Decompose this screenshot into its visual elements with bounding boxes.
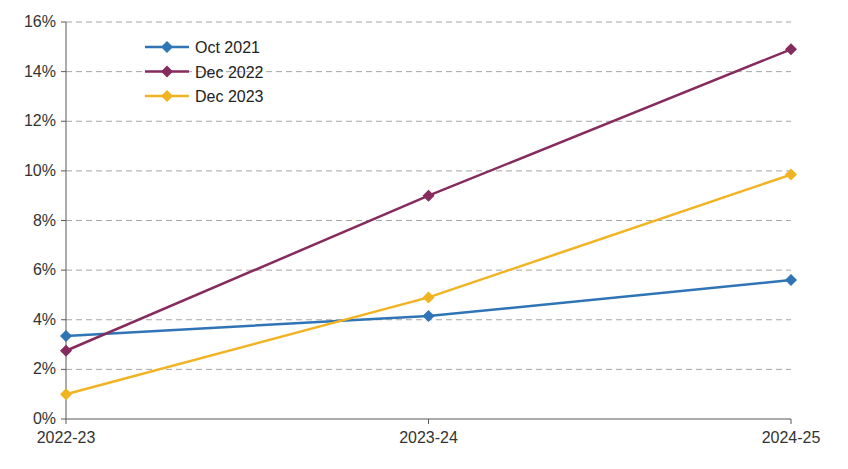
legend: Oct 2021 Dec 2022 Dec 2023 [145,39,264,105]
data-point [785,274,797,286]
x-tick-label: 2023-24 [399,429,458,446]
y-tick [61,22,66,23]
legend-marker [161,66,173,78]
y-tick-label: 12% [24,112,56,129]
x-tick [791,419,792,424]
data-point [423,310,435,322]
grid-line [66,71,791,72]
y-tick [61,319,66,320]
y-tick [61,170,66,171]
y-tick [61,369,66,370]
data-point [785,43,797,55]
x-tick [428,419,429,424]
grid-line [66,220,791,221]
y-tick-label: 14% [24,63,56,80]
series-line [66,175,791,395]
x-tick-label: 2022-23 [37,429,96,446]
y-tick-label: 8% [33,212,56,229]
y-tick-label: 0% [33,410,56,427]
y-tick-label: 2% [33,360,56,377]
grid-line [66,121,791,122]
grid-line [66,369,791,370]
y-tick-label: 4% [33,311,56,328]
chart: 0% 2% 4% 6% 8% 10% 12% 14% 16% 2022-23 2023-24 2024… [0,0,848,469]
data-point [423,291,435,303]
x-tick-label: 2024-25 [762,429,821,446]
x-tick [66,419,67,424]
data-point [60,388,72,400]
grid-line [66,170,791,171]
y-tick [61,419,66,420]
legend-marker [161,90,173,102]
y-tick-label: 16% [24,13,56,30]
y-tick [61,121,66,122]
data-point [60,330,72,342]
legend-marker [161,41,173,53]
y-tick [61,270,66,271]
grid-line [66,270,791,271]
data-point [423,190,435,202]
y-tick-label: 10% [24,162,56,179]
legend-label: Dec 2023 [195,88,264,105]
data-point [60,345,72,357]
legend-label: Oct 2021 [195,39,260,56]
plot-area [60,43,797,400]
y-tick [61,220,66,221]
grid-line [66,22,791,23]
legend-label: Dec 2022 [195,64,264,81]
series-line [66,49,791,350]
data-point [785,169,797,181]
y-tick [61,71,66,72]
y-tick-label: 6% [33,261,56,278]
y-axis [66,22,67,419]
series-line [66,280,791,336]
